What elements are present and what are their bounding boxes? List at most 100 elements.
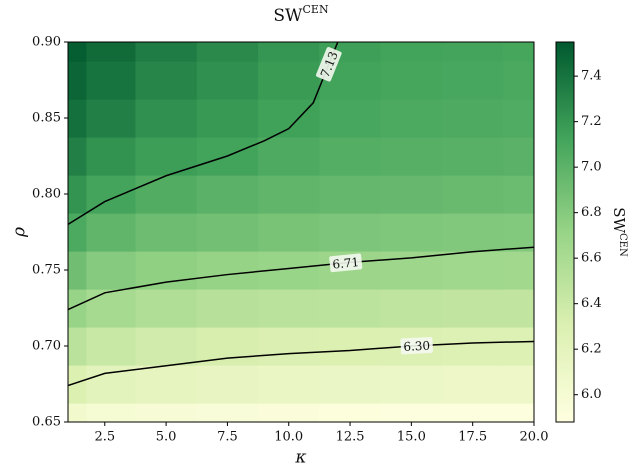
heat-cell: [68, 137, 87, 176]
colorbar-tick-label: 6.6: [581, 251, 602, 266]
heat-cell: [258, 213, 320, 252]
heat-cell: [196, 99, 259, 138]
x-axis-label: κ: [294, 448, 306, 468]
heat-cell: [68, 365, 87, 404]
heat-cell: [442, 365, 504, 404]
heat-cell: [86, 61, 137, 100]
heat-cell: [68, 289, 87, 328]
colorbar-label-main: SW: [610, 207, 628, 233]
heat-cell: [135, 213, 198, 252]
colorbar-tick-label: 7.4: [581, 69, 602, 84]
heat-cell: [196, 251, 259, 290]
heat-cell: [503, 289, 534, 328]
heat-cell: [319, 99, 382, 138]
heat-cell: [442, 42, 504, 62]
plot-frame: [67, 41, 535, 423]
heat-cell: [380, 403, 443, 422]
x-tick-label: 15.0: [397, 430, 426, 445]
heat-cell: [68, 42, 87, 62]
heat-cell: [196, 61, 259, 100]
colorbar-tick-label: 6.8: [581, 205, 602, 220]
colorbar-tick-label: 7.2: [581, 114, 602, 129]
colorbar-label-superscript: CEN: [618, 233, 629, 257]
contour-line: [68, 42, 339, 226]
heat-cell: [380, 213, 443, 252]
heat-cell: [196, 403, 259, 422]
heat-cell: [135, 403, 198, 422]
heat-cell: [258, 42, 320, 62]
x-tick-label: 7.5: [217, 430, 238, 445]
heat-cell: [258, 61, 320, 100]
heat-cell: [503, 365, 534, 404]
contour-line: [68, 246, 534, 311]
heat-cell: [442, 99, 504, 138]
heat-cell: [258, 365, 320, 404]
contour-label-box: [329, 253, 363, 273]
heat-cell: [442, 251, 504, 290]
heat-cell: [68, 99, 87, 138]
heat-cell: [503, 403, 534, 422]
heat-cell: [135, 251, 198, 290]
heat-cell: [196, 213, 259, 252]
heat-cell: [319, 327, 382, 366]
contour-label-group: 6.30: [400, 337, 434, 355]
heat-cell: [258, 327, 320, 366]
y-tick-label: 0.85: [32, 111, 61, 126]
heat-cell: [68, 403, 87, 422]
heat-cell: [442, 137, 504, 176]
heatmap: 7.136.716.30: [68, 42, 534, 422]
heat-cell: [503, 42, 534, 62]
heat-cell: [380, 251, 443, 290]
heat-cell: [68, 213, 87, 252]
contour-label-box: [400, 337, 434, 355]
heat-cell: [319, 289, 382, 328]
title-superscript: CEN: [303, 3, 329, 16]
heat-cell: [135, 61, 198, 100]
heat-cell: [135, 327, 198, 366]
heat-cell: [442, 289, 504, 328]
colorbar-tick-label: 6.2: [581, 342, 602, 357]
contour-line: [68, 340, 534, 387]
y-tick-label: 0.80: [32, 187, 61, 202]
x-tick-label: 17.5: [458, 430, 487, 445]
colorbar-tick-label: 7.0: [581, 160, 602, 175]
heat-cell: [86, 42, 137, 62]
x-tick-label: 20.0: [520, 430, 549, 445]
heat-cell: [503, 99, 534, 138]
heat-cell: [442, 175, 504, 214]
heat-cell: [319, 137, 382, 176]
heat-cell: [86, 99, 137, 138]
heat-cell: [135, 175, 198, 214]
heat-cell: [380, 99, 443, 138]
heat-cell: [319, 403, 382, 422]
heat-cell: [68, 175, 87, 214]
y-tick-label: 0.70: [32, 339, 61, 354]
heat-cell: [196, 289, 259, 328]
contour-label-box: [316, 47, 342, 82]
colorbar-label: SWCEN: [610, 207, 629, 257]
y-axis-label: ρ: [10, 227, 30, 238]
heat-cell: [380, 175, 443, 214]
heat-cell: [503, 213, 534, 252]
y-tick-label: 0.75: [32, 263, 61, 278]
heat-cell: [319, 365, 382, 404]
y-tick-label: 0.90: [32, 35, 61, 50]
colorbar-tick-label: 6.4: [581, 296, 602, 311]
x-tick-label: 5.0: [156, 430, 177, 445]
heat-cell: [86, 289, 137, 328]
contour-label: 6.30: [403, 339, 430, 354]
colorbar: [555, 41, 575, 423]
heat-cell: [503, 61, 534, 100]
heat-cell: [68, 61, 87, 100]
heat-cell: [442, 61, 504, 100]
heat-cell: [68, 327, 87, 366]
heat-cell: [86, 365, 137, 404]
heat-cell: [319, 175, 382, 214]
x-tick-label: 10.0: [274, 430, 303, 445]
heat-cell: [380, 61, 443, 100]
heat-cell: [258, 175, 320, 214]
heat-cell: [503, 175, 534, 214]
y-tick-label: 0.65: [32, 415, 61, 430]
heat-cell: [135, 137, 198, 176]
